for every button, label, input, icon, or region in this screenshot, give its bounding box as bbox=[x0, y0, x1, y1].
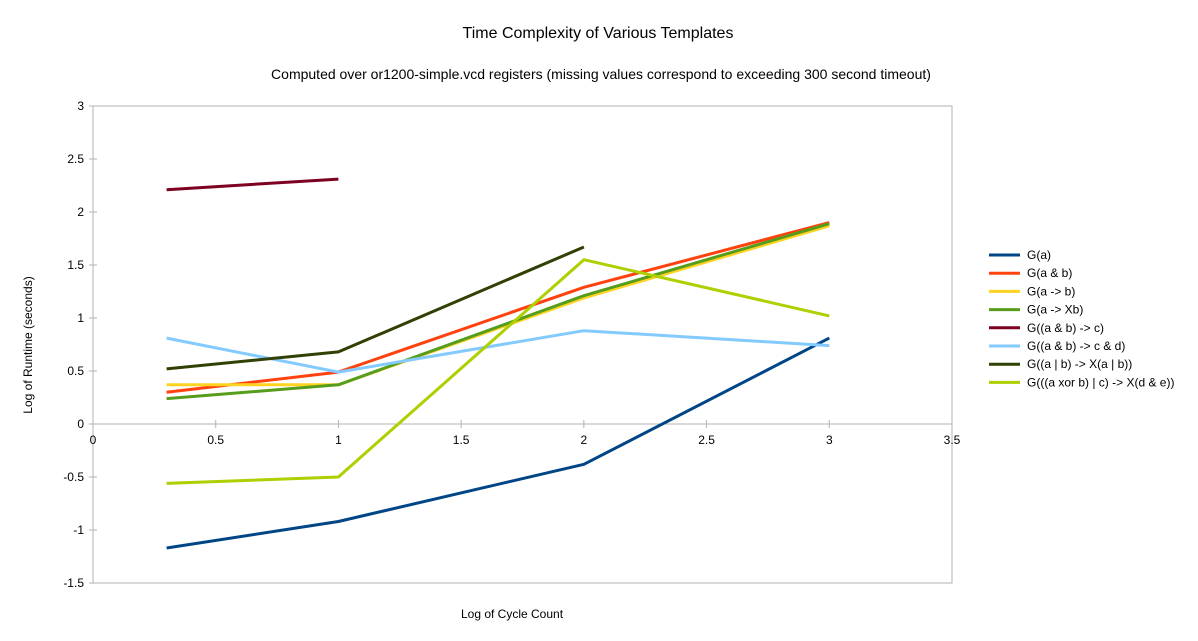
plot-area bbox=[92, 105, 953, 584]
x-tick-label: 1.5 bbox=[453, 433, 470, 447]
y-tick-label: 2 bbox=[77, 205, 84, 219]
series-line-g-a-xb bbox=[166, 222, 830, 401]
y-tick-label: 0.5 bbox=[67, 364, 84, 378]
legend-label: G((a | b) -> X(a | b)) bbox=[1027, 357, 1132, 371]
x-tick-label: 3.5 bbox=[944, 433, 961, 447]
legend-label: G(a -> Xb) bbox=[1027, 303, 1083, 317]
y-tick-label: 3 bbox=[77, 99, 84, 113]
x-tick-label: 3 bbox=[826, 433, 833, 447]
x-tick-label: 2 bbox=[581, 433, 588, 447]
legend-label: G(a -> b) bbox=[1027, 284, 1075, 298]
x-tick-label: 0.5 bbox=[207, 433, 224, 447]
chart-subtitle: Computed over or1200-simple.vcd register… bbox=[271, 66, 931, 82]
axis-ticks: 0 0.5 1 1.5 2 2.5 3 3.5 3 2.5 2 1.5 1 0.5 0 -0.5 -1 -1.5 bbox=[63, 99, 960, 590]
series-line-g-a-b-c-d bbox=[166, 329, 830, 374]
y-axis-title: Log of Runtime (seconds) bbox=[21, 276, 35, 413]
legend-label: G(a & b) bbox=[1027, 266, 1072, 280]
series-line-g-a-b-x-a-b bbox=[166, 245, 585, 371]
series-line-g-a bbox=[166, 336, 830, 550]
series-lines bbox=[166, 177, 830, 550]
legend-label: G(a) bbox=[1027, 248, 1051, 262]
x-axis-title: Log of Cycle Count bbox=[461, 607, 564, 621]
y-tick-label: 1.5 bbox=[67, 258, 84, 272]
y-tick-label: -0.5 bbox=[63, 470, 84, 484]
legend-label: G((a & b) -> c) bbox=[1027, 321, 1104, 335]
x-tick-label: 1 bbox=[335, 433, 342, 447]
series-line-g-a-xor-b-c-x-d-e bbox=[166, 258, 830, 485]
y-tick-label: 0 bbox=[77, 417, 84, 431]
series-line-g-a-b bbox=[166, 221, 830, 394]
legend-label: G((a & b) -> c & d) bbox=[1027, 339, 1125, 353]
series-line-g-a-b-c bbox=[166, 177, 339, 192]
y-tick-label: -1 bbox=[73, 523, 84, 537]
x-tick-label: 0 bbox=[90, 433, 97, 447]
y-tick-label: -1.5 bbox=[63, 576, 84, 590]
y-tick-label: 2.5 bbox=[67, 152, 84, 166]
legend-label: G(((a xor b) | c) -> X(d & e)) bbox=[1027, 375, 1174, 389]
x-tick-label: 2.5 bbox=[698, 433, 715, 447]
legend: G(a) G(a & b) G(a -> b) G(a -> Xb) G((a & b)… bbox=[989, 248, 1174, 389]
y-tick-label: 1 bbox=[77, 311, 84, 325]
chart-title: Time Complexity of Various Templates bbox=[463, 25, 734, 42]
